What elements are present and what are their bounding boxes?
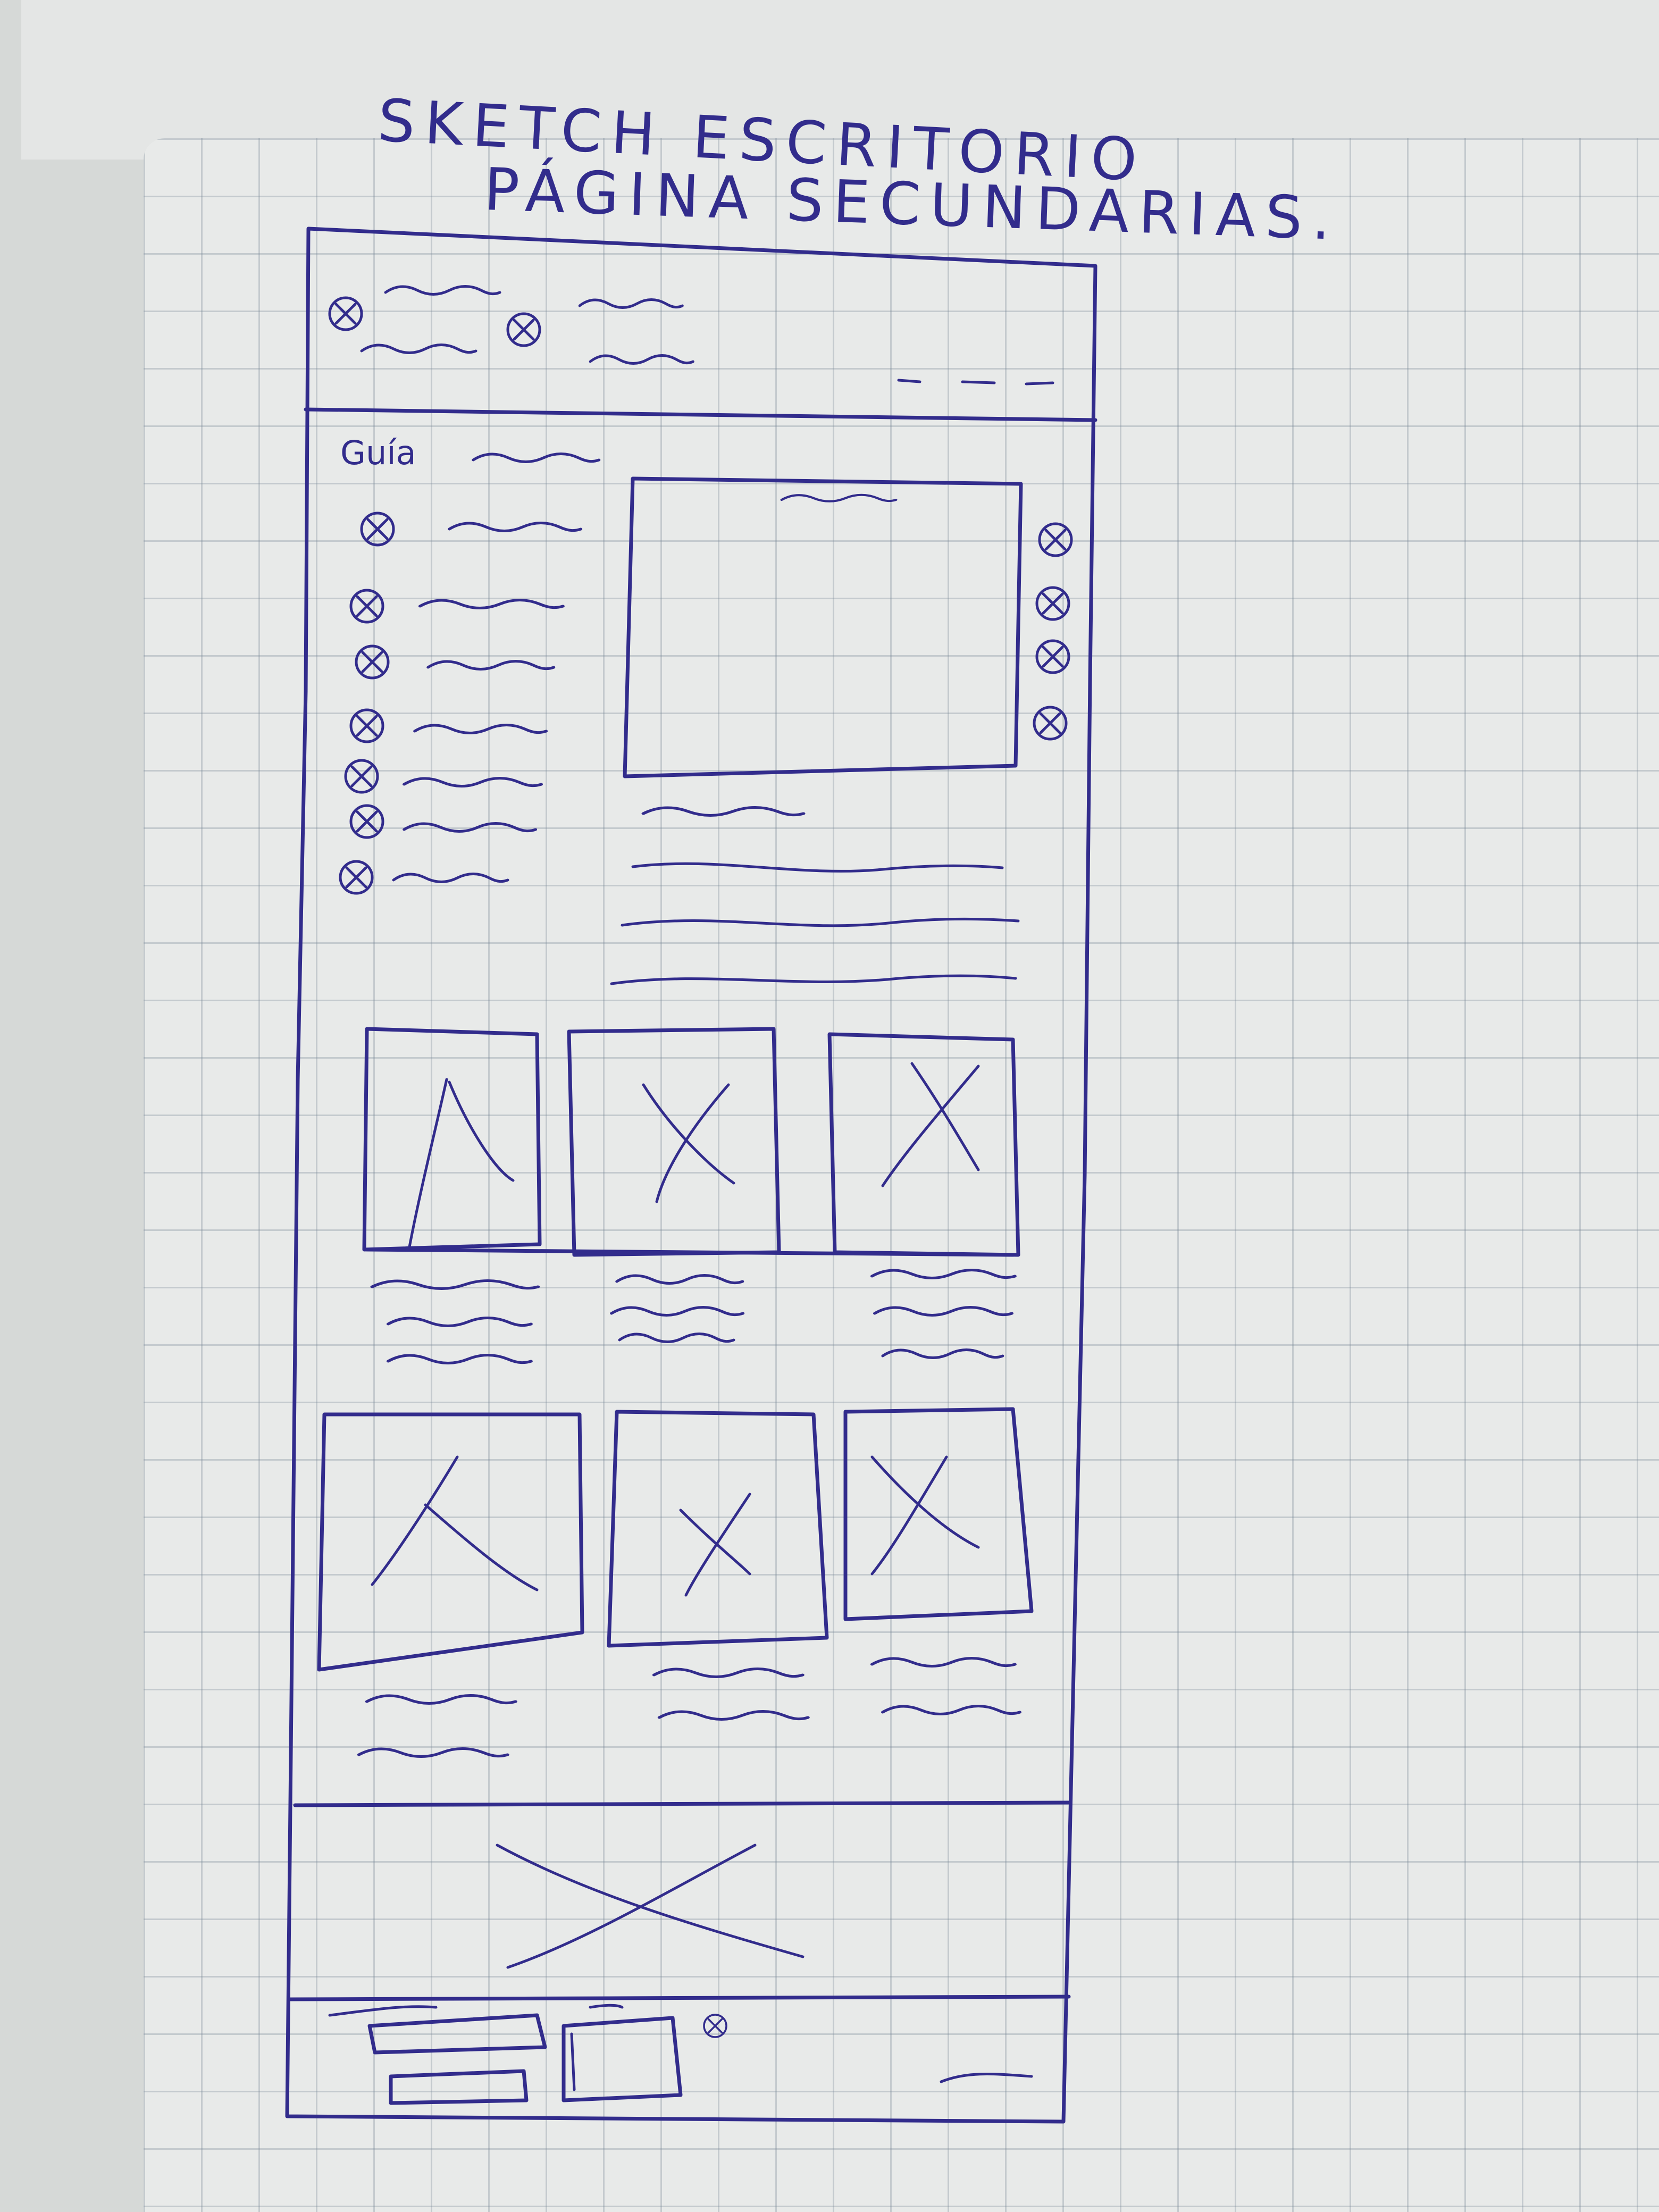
header-text-line	[580, 300, 683, 308]
card-captions-row-2	[359, 1658, 1020, 1757]
sidebar-item-line	[449, 523, 581, 531]
header-text-line	[362, 345, 476, 353]
sidebar-item-icon	[351, 710, 383, 742]
sidebar-item-line	[415, 725, 546, 733]
sidebar-item-line	[393, 874, 508, 882]
page-frame	[285, 227, 1097, 2124]
card-row-2	[317, 1407, 1034, 1672]
social-icon	[1037, 588, 1069, 619]
social-icons	[1034, 524, 1071, 739]
header-icon	[508, 314, 540, 346]
sidebar-item-line	[404, 824, 535, 832]
sidebar-heading-line	[473, 454, 599, 462]
main-image-caption	[782, 495, 896, 501]
card	[362, 1027, 542, 1252]
sidebar-item-line	[404, 778, 541, 786]
social-icon	[1034, 707, 1066, 739]
footer-icon	[703, 2014, 727, 2038]
header-logo-icon	[330, 298, 362, 330]
banner-section	[288, 1800, 1071, 2001]
card	[827, 1032, 1020, 1257]
sidebar-heading: Guía	[340, 433, 416, 472]
header-section	[304, 287, 1097, 422]
sidebar-item-line	[428, 661, 554, 669]
article-text-line	[621, 917, 1020, 927]
card-captions-row-1	[372, 1270, 1015, 1363]
social-icon	[1040, 524, 1071, 556]
footer-section	[328, 2004, 1033, 2105]
main-image-block	[623, 476, 1023, 778]
article-text-line	[631, 862, 1004, 873]
card	[567, 1027, 781, 1257]
sidebar	[340, 454, 599, 894]
article-text	[610, 808, 1020, 985]
sidebar-item-icon	[362, 513, 393, 545]
sidebar-item-icon	[351, 590, 383, 622]
card-row-divider	[365, 1247, 1015, 1257]
card-row-1	[362, 1027, 1020, 1257]
sidebar-item-icon	[346, 760, 378, 792]
card	[317, 1412, 584, 1672]
header-text-line	[590, 356, 693, 364]
social-icon	[1037, 641, 1069, 673]
notebook-page-edge	[21, 0, 1659, 160]
sidebar-item-line	[420, 600, 563, 608]
card	[607, 1410, 829, 1648]
header-text-line	[386, 287, 500, 295]
header-nav-links	[897, 379, 1054, 386]
article-subtitle-line	[643, 808, 803, 816]
sidebar-item-icon	[351, 806, 383, 837]
card	[843, 1407, 1034, 1621]
article-text-line	[610, 974, 1017, 985]
sidebar-item-icon	[340, 861, 372, 893]
sidebar-item-icon	[356, 646, 388, 678]
